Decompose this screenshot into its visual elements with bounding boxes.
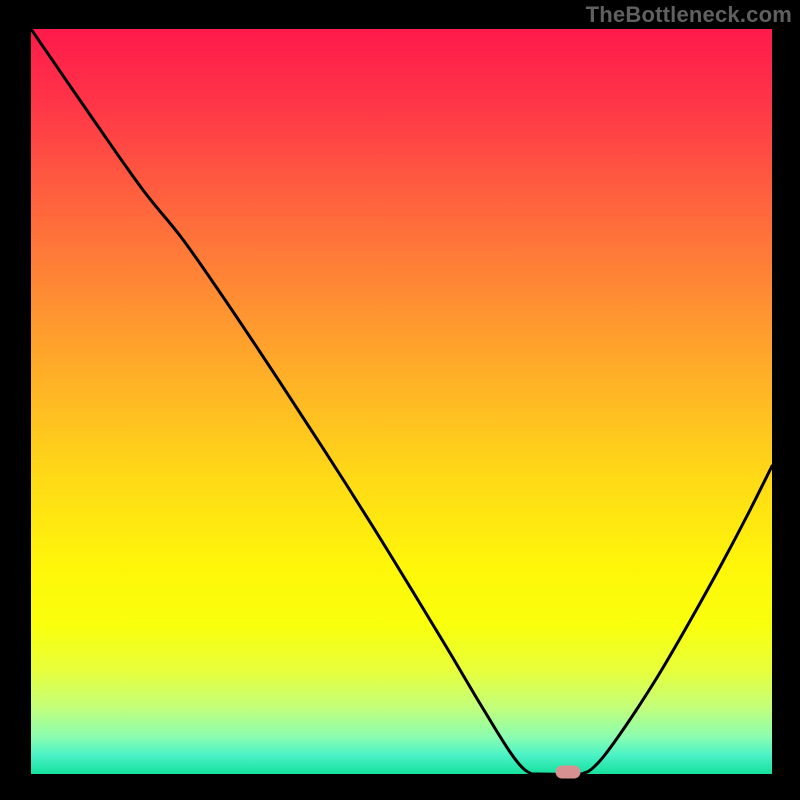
watermark: TheBottleneck.com — [586, 2, 792, 28]
gradient-plot-area — [31, 29, 772, 774]
bottleneck-marker — [556, 766, 581, 779]
bottleneck-chart: TheBottleneck.com — [0, 0, 800, 800]
chart-svg — [0, 0, 800, 800]
